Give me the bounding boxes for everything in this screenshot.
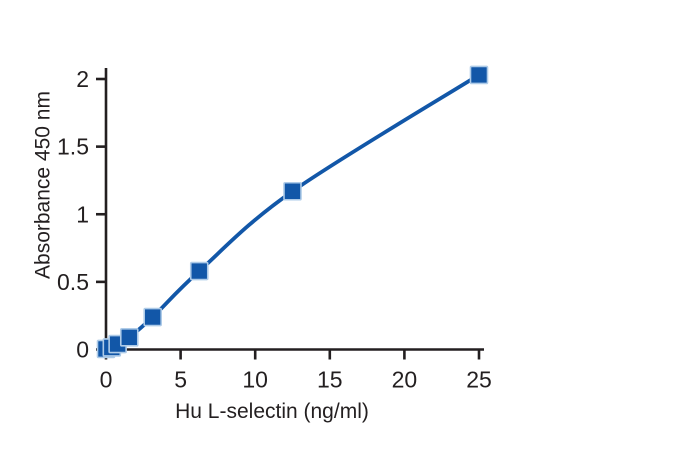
data-point-marker xyxy=(189,261,209,281)
y-tick-label: 0 xyxy=(76,337,89,363)
data-point-marker xyxy=(143,307,162,327)
y-axis-label: Absorbance 450 nm xyxy=(31,91,54,279)
x-tick-label: 15 xyxy=(317,367,343,393)
y-tick-label: 1 xyxy=(76,201,89,227)
ticks-layer: 00.511.520 5 10 15 20 25 xyxy=(57,66,492,392)
data-point-marker xyxy=(283,181,302,201)
x-tick-label: 5 xyxy=(174,367,187,393)
y-tick-label: 1.5 xyxy=(57,134,89,160)
x-tick-label: 10 xyxy=(242,367,268,393)
x-axis-label: Hu L-selectin (ng/ml) xyxy=(175,400,369,423)
curve-path xyxy=(104,73,481,351)
data-point-marker xyxy=(119,328,139,347)
series-layer xyxy=(96,65,489,359)
x-tick-label: 20 xyxy=(392,367,418,393)
data-point-marker xyxy=(469,65,489,85)
x-tick-label: 0 xyxy=(100,367,113,393)
axes-layer xyxy=(104,68,484,352)
y-tick-label: 0.5 xyxy=(57,269,89,295)
x-tick-label: 25 xyxy=(466,367,492,393)
y-tick-label: 2 xyxy=(76,66,89,92)
